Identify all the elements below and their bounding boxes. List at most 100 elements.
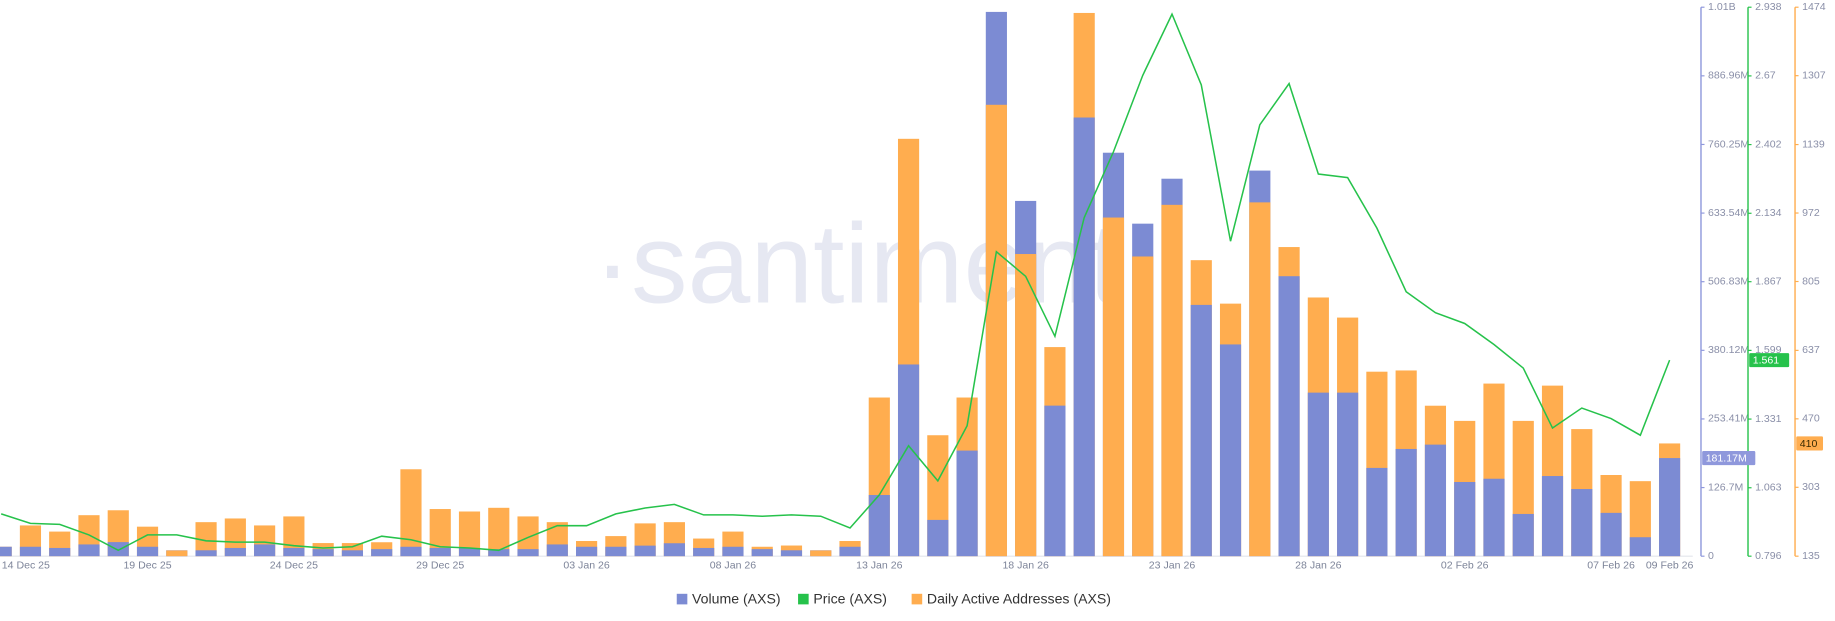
y-tick-label: 1.331 (1755, 413, 1782, 425)
bar (371, 549, 393, 557)
bar (751, 549, 773, 557)
y-tick-label: 380.12M (1708, 344, 1749, 356)
bar (429, 509, 451, 557)
bar (1629, 537, 1651, 557)
bar (956, 450, 978, 557)
bar (224, 547, 246, 557)
x-tick-label: 03 Jan 26 (563, 559, 610, 571)
y-tick-label: 2.938 (1755, 1, 1782, 13)
x-tick-label: 19 Dec 25 (123, 559, 171, 571)
bar (195, 522, 217, 557)
bar (1395, 448, 1417, 557)
y-tick-label: 1.063 (1755, 482, 1782, 494)
bar (458, 547, 481, 557)
bar (283, 547, 305, 557)
bar (1015, 254, 1037, 557)
bar (488, 507, 510, 557)
bar (166, 550, 188, 557)
bar (1249, 202, 1271, 557)
y-tick-label: 1474 (1802, 1, 1826, 13)
y-tick-label: 1.599 (1755, 344, 1782, 356)
bar (1337, 392, 1359, 557)
bar (1161, 204, 1183, 557)
bar (1512, 513, 1534, 557)
y-tick-label: 135 (1802, 550, 1820, 562)
bar (312, 549, 334, 557)
x-tick-label: 18 Jan 26 (1002, 559, 1049, 571)
bar (634, 545, 656, 557)
bar (985, 104, 1007, 557)
bar (1659, 458, 1681, 557)
y-tick-label: 1.01B (1708, 1, 1736, 13)
y-tick-label: 637 (1802, 344, 1820, 356)
bar (1132, 256, 1154, 557)
y-tick-label: 0.796 (1755, 550, 1782, 562)
y-tick-label: 2.402 (1755, 138, 1782, 150)
value-badge-label: 1.561 (1753, 355, 1780, 367)
y-tick-label: 253.41M (1708, 413, 1749, 425)
x-tick-label: 07 Feb 26 (1587, 559, 1635, 571)
bar (195, 550, 217, 557)
y-tick-label: 2.134 (1755, 207, 1782, 219)
y-tick-label: 2.67 (1755, 70, 1776, 82)
bar (1571, 489, 1593, 557)
bar (605, 546, 627, 557)
bar (780, 550, 803, 557)
y-tick-label: 470 (1802, 413, 1820, 425)
bar (1424, 444, 1447, 557)
y-tick-label: 1307 (1802, 69, 1826, 81)
y-tick-label: 760.25M (1708, 138, 1749, 150)
bar (693, 547, 715, 557)
bar (429, 547, 451, 557)
x-tick-label: 28 Jan 26 (1295, 559, 1342, 571)
bar (1044, 405, 1066, 557)
bar (546, 544, 568, 557)
bar (839, 546, 861, 557)
bar (400, 546, 422, 557)
y-tick-label: 303 (1802, 481, 1820, 493)
legend-swatch (911, 593, 923, 605)
bar (1307, 392, 1329, 557)
bar (341, 550, 364, 557)
price-line (0, 12, 1671, 552)
y-tick-label: 805 (1802, 275, 1820, 287)
y-tick-label: 126.7M (1708, 481, 1743, 493)
bar (1219, 344, 1242, 557)
x-tick-label: 13 Jan 26 (856, 559, 903, 571)
bar (868, 494, 890, 557)
bar (1073, 117, 1095, 557)
bar (1454, 481, 1476, 557)
bar (663, 543, 685, 557)
bar (78, 544, 100, 557)
bar (1102, 217, 1125, 557)
legend-label: Price (AXS) (813, 590, 887, 606)
value-badge-label: 410 (1800, 438, 1818, 450)
bar (0, 546, 12, 557)
value-badge (1749, 353, 1790, 368)
y-tick-label: 972 (1802, 207, 1820, 219)
legend-swatch (676, 593, 688, 605)
bar (458, 511, 481, 557)
bar (927, 519, 949, 557)
y-tick-label: 506.83M (1708, 275, 1749, 287)
x-tick-label: 29 Dec 25 (416, 559, 464, 571)
bar (400, 469, 422, 557)
x-tick-label: 23 Jan 26 (1149, 559, 1196, 571)
legend-label: Volume (AXS) (692, 590, 781, 606)
bar (722, 546, 744, 557)
y-tick-label: 1.867 (1755, 275, 1782, 287)
y-tick-label: 0 (1708, 550, 1714, 562)
y-tick-label: 886.96M (1708, 70, 1749, 82)
bar (107, 542, 129, 557)
bar (576, 546, 598, 557)
bar (254, 544, 276, 557)
legend-label: Daily Active Addresses (AXS) (927, 590, 1111, 606)
legend-swatch (798, 593, 809, 605)
y-tick-label: 1139 (1802, 138, 1825, 150)
bar (1366, 467, 1388, 557)
bar (19, 546, 42, 557)
watermark: ·santiment· (594, 201, 1158, 327)
value-badge (1796, 436, 1824, 451)
value-badge (1702, 451, 1756, 466)
y-tick-label: 633.54M (1708, 207, 1749, 219)
